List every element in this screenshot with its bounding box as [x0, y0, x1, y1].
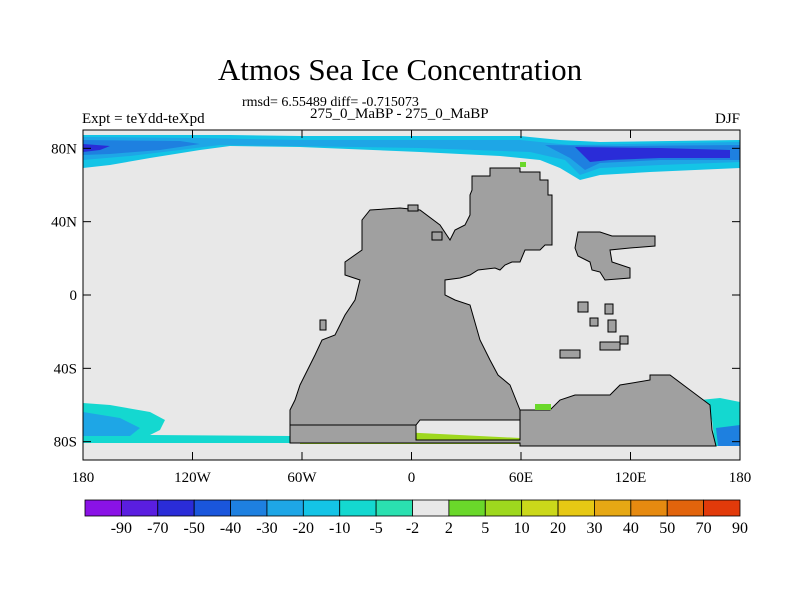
island	[559, 349, 581, 359]
island	[431, 231, 443, 241]
map-title: Atmos Sea Ice Concentration	[217, 52, 583, 87]
island	[599, 341, 621, 351]
stats-label: rmsd= 6.55489 diff= -0.715073	[242, 95, 419, 110]
colorbar-label: 70	[696, 520, 712, 537]
colorbar-label: -30	[256, 520, 277, 537]
colorbar-swatch	[484, 499, 523, 517]
x-tick-label: 60E	[509, 470, 533, 486]
y-tick-label: 40S	[54, 361, 77, 377]
island	[577, 301, 589, 313]
colorbar-label: 50	[659, 520, 675, 537]
colorbar-label: -10	[329, 520, 350, 537]
positive-change-speck	[535, 404, 551, 410]
colorbar-label: 10	[514, 520, 530, 537]
y-tick-label: 80S	[54, 435, 77, 451]
colorbar-label: 90	[732, 520, 748, 537]
colorbar-label: 5	[481, 520, 489, 537]
colorbar-label: -2	[406, 520, 419, 537]
island	[319, 319, 327, 331]
experiment-label: Expt = teYdd-teXpd	[82, 111, 205, 127]
x-tick-label: 60W	[287, 470, 317, 486]
x-axis: 180 120W 60W 0 60E 120E 180	[72, 130, 752, 486]
colorbar-label: -70	[147, 520, 168, 537]
x-tick-label: 180	[72, 470, 95, 486]
colorbar-swatch	[266, 499, 304, 517]
colorbar-swatch	[120, 499, 159, 517]
x-tick-label: 120W	[174, 470, 212, 486]
y-axis: 80N 40N 0 40S 80S	[51, 141, 740, 451]
colorbar-swatch	[412, 499, 450, 517]
island	[607, 319, 617, 333]
colorbar-swatch	[84, 499, 122, 517]
colorbar-label: -20	[293, 520, 314, 537]
land-mask	[289, 167, 717, 447]
antarctic-ice-band-right-inner	[716, 425, 740, 446]
colorbar-swatch	[302, 499, 341, 517]
colorbar-swatch	[448, 499, 486, 517]
colorbar-swatch	[193, 499, 231, 517]
y-tick-label: 80N	[51, 141, 77, 157]
colorbar-swatch	[666, 499, 705, 517]
landmass-east	[574, 231, 656, 281]
y-tick-label: 0	[70, 288, 78, 304]
colorbar-swatch	[339, 499, 377, 517]
y-tick-label: 40N	[51, 215, 77, 231]
x-tick-label: 0	[408, 470, 416, 486]
x-tick-label: 120E	[615, 470, 647, 486]
island	[407, 204, 419, 212]
subtitle: 275_0_MaBP - 275_0_MaBP	[310, 106, 489, 122]
colorbar-swatch	[230, 499, 268, 517]
colorbar-label: -90	[111, 520, 132, 537]
colorbar-swatch	[521, 499, 559, 517]
landmass-south	[289, 374, 717, 447]
colorbar-swatch	[157, 499, 195, 517]
season-label: DJF	[714, 111, 740, 127]
colorbar-label: 20	[550, 520, 566, 537]
antarctic-ice-band-left-inner	[83, 412, 140, 436]
island	[619, 335, 629, 345]
colorbar-swatch	[630, 499, 668, 517]
island	[589, 317, 599, 327]
colorbar-label: 40	[623, 520, 639, 537]
positive-change-speck	[520, 162, 526, 167]
colorbar-swatch	[557, 499, 595, 517]
arctic-ice-band-darkblue	[83, 144, 730, 162]
antarctic-ice-band-left	[83, 403, 290, 443]
colorbar-label: -5	[369, 520, 382, 537]
colorbar-label: -40	[220, 520, 241, 537]
colorbar-label: 2	[445, 520, 453, 537]
colorbar-swatch	[703, 499, 741, 517]
colorbar: -90 -70 -50 -40 -30 -20 -10 -5 -2 2 5 10 20 30 40 50 70 9…	[84, 499, 748, 537]
colorbar-swatch	[375, 499, 413, 517]
colorbar-swatch	[594, 499, 632, 517]
map-panel	[82, 129, 741, 461]
x-tick-label: 180	[729, 470, 752, 486]
colorbar-label: 30	[586, 520, 602, 537]
island	[604, 303, 614, 315]
colorbar-label: -50	[184, 520, 205, 537]
